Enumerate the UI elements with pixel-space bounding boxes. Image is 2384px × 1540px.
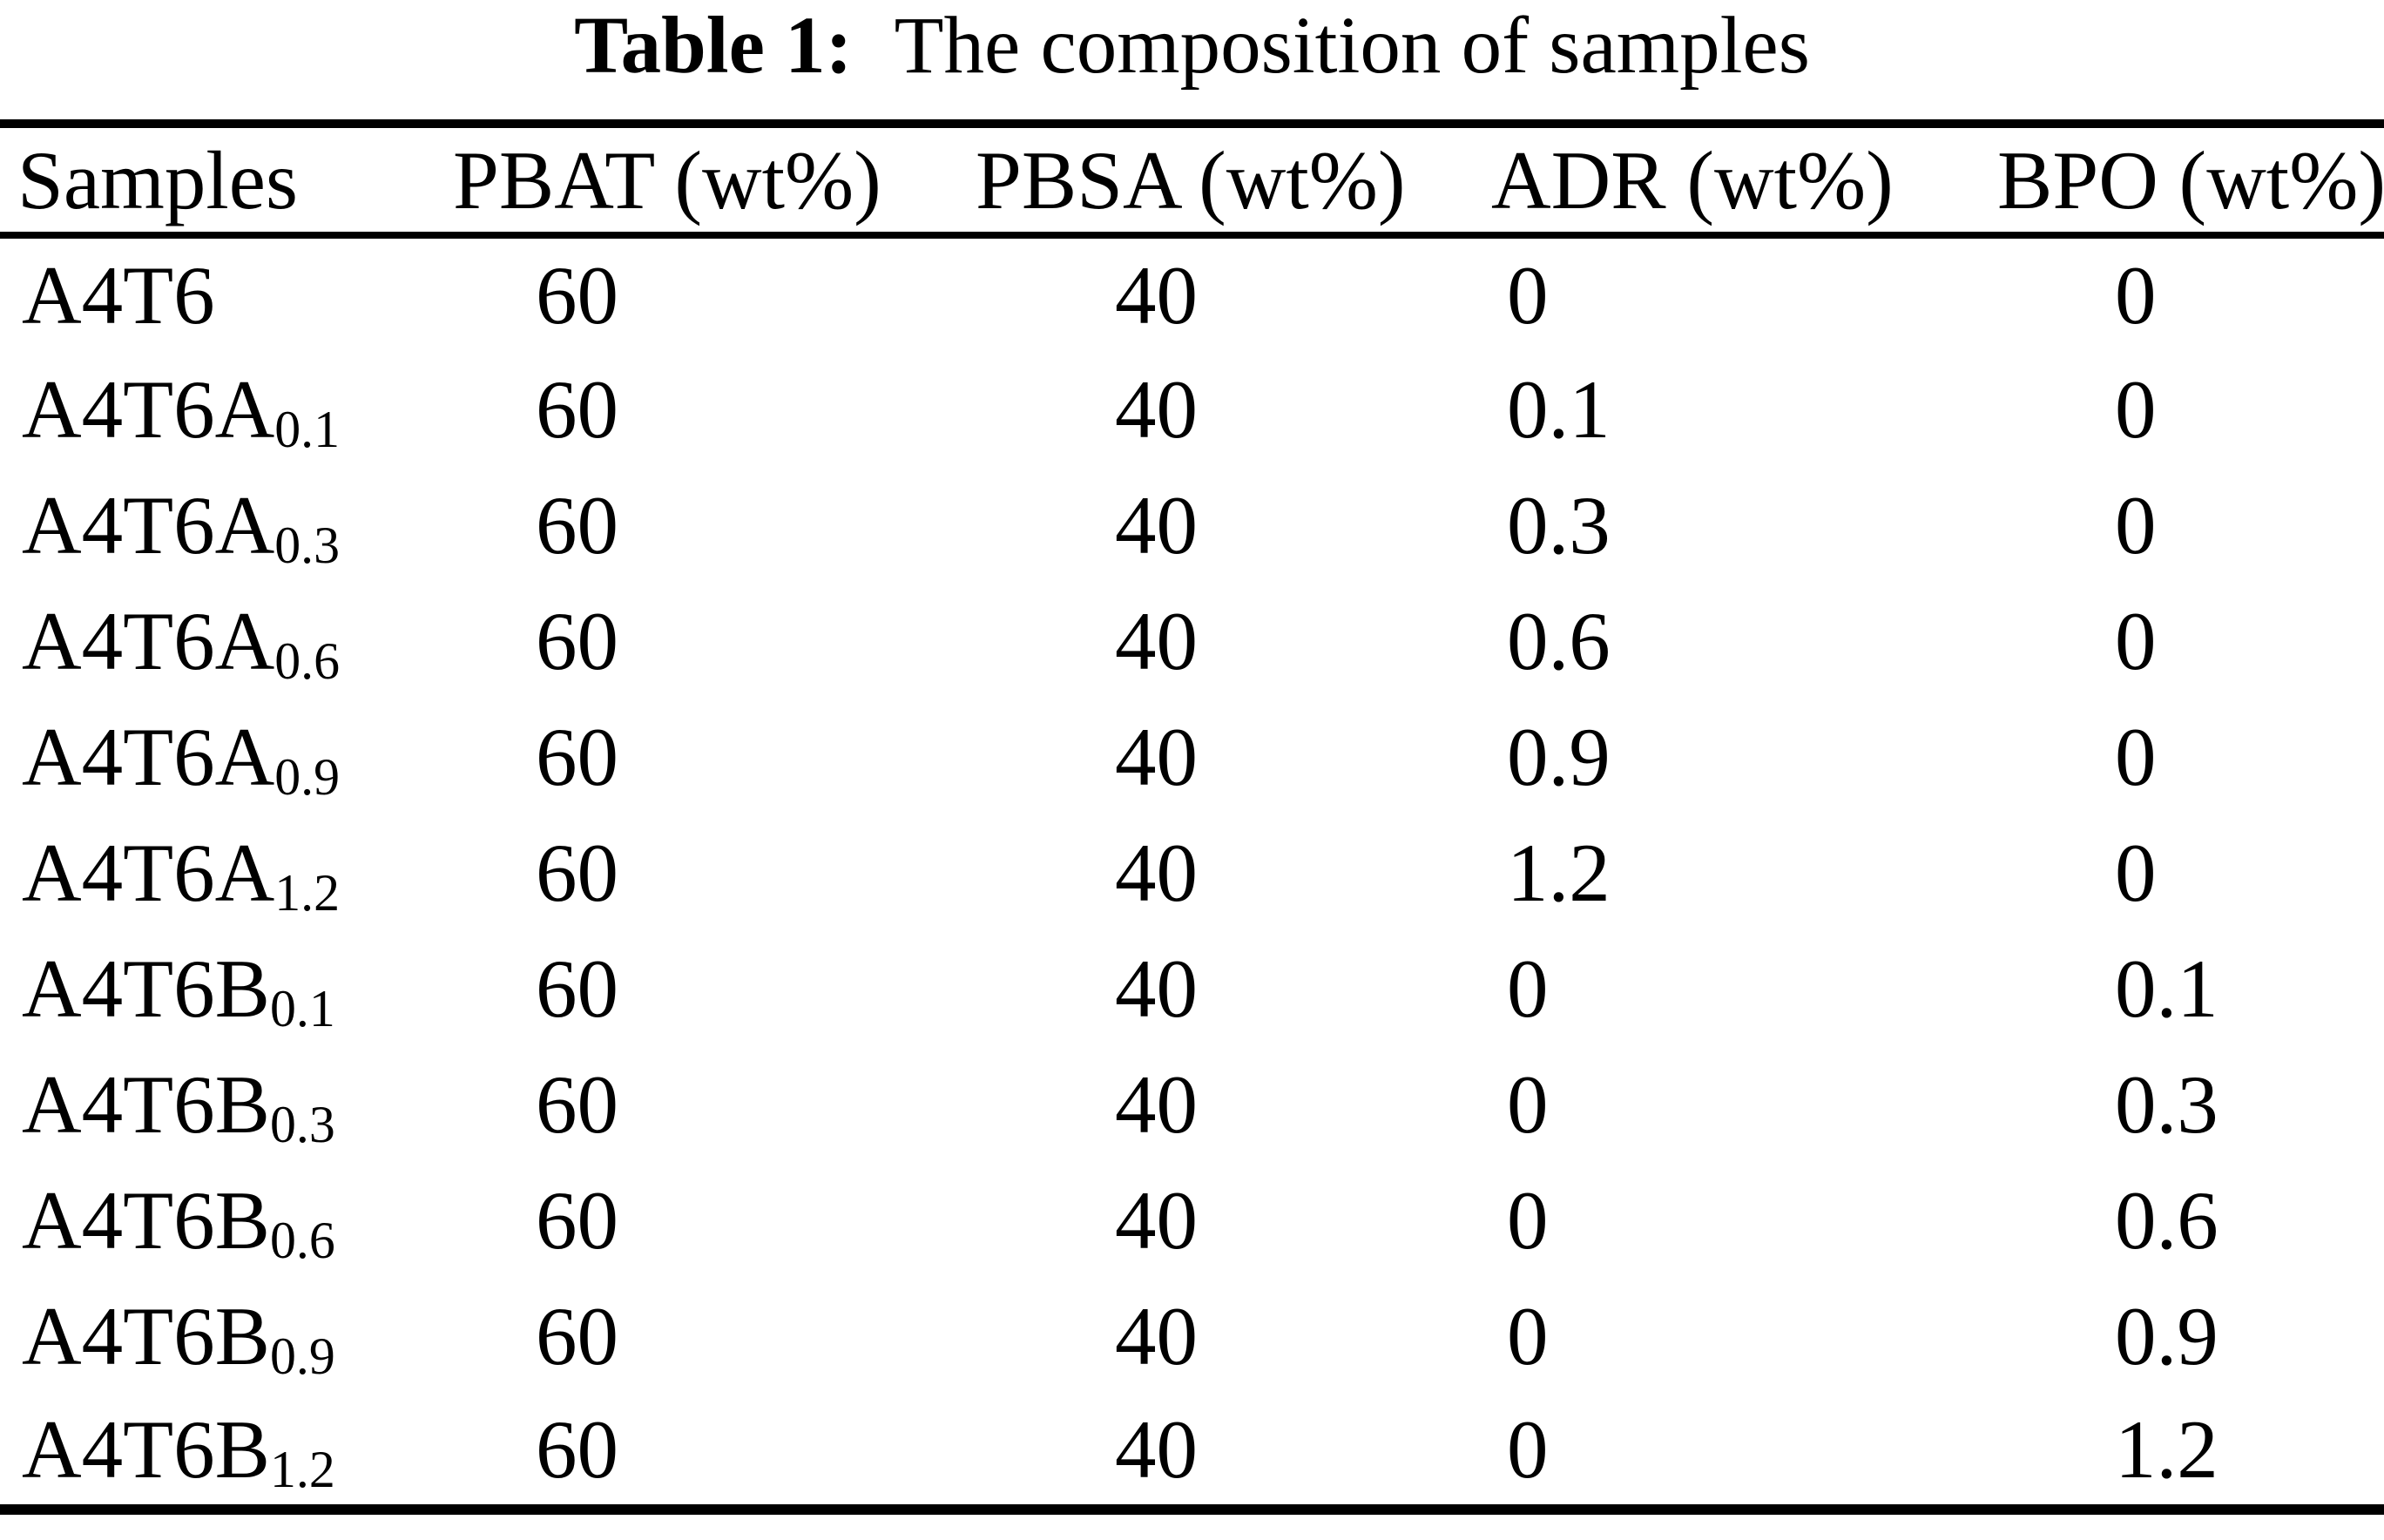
composition-table: Samples PBAT (wt%) PBSA (wt%) ADR (wt%) … xyxy=(0,119,2384,1515)
sample-name: A4T6A0.9 xyxy=(0,699,453,814)
table-row: A4T6A0.6 60 40 0.6 0 xyxy=(0,583,2384,699)
pbat-value: 60 xyxy=(536,1289,618,1382)
pbat-value: 60 xyxy=(536,710,618,803)
header-row: Samples PBAT (wt%) PBSA (wt%) ADR (wt%) … xyxy=(0,124,2384,235)
sample-name-subscript: 1.2 xyxy=(274,864,341,922)
pbsa-value: 40 xyxy=(1115,826,1198,919)
table-caption-label: Table 1: xyxy=(574,1,853,91)
bpo-value: 0.3 xyxy=(2115,1057,2219,1151)
sample-name-base: A4T6A xyxy=(22,478,275,571)
pbsa-value: 40 xyxy=(1115,1289,1198,1382)
sample-name: A4T6A0.1 xyxy=(0,351,453,467)
pbat-value: 60 xyxy=(536,1173,618,1266)
sample-name-subscript: 0.9 xyxy=(274,748,341,807)
sample-name-base: A4T6A xyxy=(22,594,275,687)
bpo-value: 0.9 xyxy=(2115,1289,2219,1382)
bpo-value: 0 xyxy=(2115,826,2157,919)
pbsa-value: 40 xyxy=(1115,478,1198,571)
table-row: A4T6B0.3 60 40 0 0.3 xyxy=(0,1046,2384,1162)
table-row: A4T6B0.9 60 40 0 0.9 xyxy=(0,1278,2384,1394)
bpo-value: 0 xyxy=(2115,478,2157,571)
adr-value: 0.3 xyxy=(1507,478,1611,571)
col-header-adr: ADR (wt%) xyxy=(1491,133,1894,226)
bpo-value: 1.2 xyxy=(2115,1402,2219,1496)
pbat-value: 60 xyxy=(536,1057,618,1151)
pbsa-value: 40 xyxy=(1115,1402,1198,1496)
pbsa-value: 40 xyxy=(1115,1057,1198,1151)
table-row: A4T6A0.1 60 40 0.1 0 xyxy=(0,351,2384,467)
sample-name-base: A4T6A xyxy=(22,710,275,803)
sample-name-base: A4T6B xyxy=(22,1173,270,1266)
col-header-samples: Samples xyxy=(17,133,298,226)
pbsa-value: 40 xyxy=(1115,594,1198,687)
adr-value: 0 xyxy=(1507,1402,1549,1496)
sample-name-base: A4T6A xyxy=(22,362,275,456)
sample-name-base: A4T6B xyxy=(22,942,270,1035)
pbsa-value: 40 xyxy=(1115,1173,1198,1266)
adr-value: 0.9 xyxy=(1507,710,1611,803)
table-row: A4T6B0.1 60 40 0 0.1 xyxy=(0,930,2384,1046)
pbat-value: 60 xyxy=(536,942,618,1035)
col-header-pbat: PBAT (wt%) xyxy=(453,133,881,226)
adr-value: 0 xyxy=(1507,248,1549,341)
pbat-value: 60 xyxy=(536,594,618,687)
pbat-value: 60 xyxy=(536,1402,618,1496)
sample-name-subscript: 0.1 xyxy=(270,980,335,1038)
pbsa-value: 40 xyxy=(1115,710,1198,803)
sample-name-base: A4T6B xyxy=(22,1289,270,1382)
bpo-value: 0.6 xyxy=(2115,1173,2219,1266)
table-body: A4T6 60 40 0 0 A4T6A0.1 60 40 0.1 0 A4T6A0.3 60 40 0.… xyxy=(0,235,2384,1510)
pbsa-value: 40 xyxy=(1115,362,1198,456)
pbat-value: 60 xyxy=(536,248,618,341)
table-row: A4T6A0.3 60 40 0.3 0 xyxy=(0,467,2384,583)
sample-name-base: A4T6B xyxy=(22,1402,270,1496)
bpo-value: 0 xyxy=(2115,594,2157,687)
pbsa-value: 40 xyxy=(1115,942,1198,1035)
table-row: A4T6 60 40 0 0 xyxy=(0,235,2384,351)
sample-name-subscript: 0.6 xyxy=(274,632,341,691)
adr-value: 0 xyxy=(1507,942,1549,1035)
pbat-value: 60 xyxy=(536,478,618,571)
sample-name-subscript: 0.3 xyxy=(274,517,341,575)
sample-name: A4T6A1.2 xyxy=(0,814,453,930)
sample-name-base: A4T6 xyxy=(22,248,215,341)
sample-name: A4T6A0.6 xyxy=(0,583,453,699)
sample-name: A4T6B0.6 xyxy=(0,1162,453,1278)
col-header-bpo: BPO (wt%) xyxy=(1997,133,2384,226)
sample-name: A4T6B1.2 xyxy=(0,1394,453,1510)
adr-value: 0.1 xyxy=(1507,362,1611,456)
bpo-value: 0.1 xyxy=(2115,942,2219,1035)
pbat-value: 60 xyxy=(536,826,618,919)
sample-name-base: A4T6A xyxy=(22,826,275,919)
sample-name-subscript: 0.6 xyxy=(270,1212,335,1270)
sample-name: A4T6 xyxy=(0,235,453,351)
bpo-value: 0 xyxy=(2115,362,2157,456)
sample-name: A4T6B0.1 xyxy=(0,930,453,1046)
sample-name-subscript: 0.3 xyxy=(270,1096,335,1154)
sample-name-subscript: 0.1 xyxy=(274,401,341,459)
table-caption-text: The composition of samples xyxy=(894,1,1810,91)
pbsa-value: 40 xyxy=(1115,248,1198,341)
adr-value: 0.6 xyxy=(1507,594,1611,687)
sample-name-subscript: 0.9 xyxy=(270,1327,335,1386)
col-header-pbsa: PBSA (wt%) xyxy=(976,133,1406,226)
bpo-value: 0 xyxy=(2115,710,2157,803)
adr-value: 1.2 xyxy=(1507,826,1611,919)
table-row: A4T6B1.2 60 40 0 1.2 xyxy=(0,1394,2384,1510)
table-row: A4T6A0.9 60 40 0.9 0 xyxy=(0,699,2384,814)
adr-value: 0 xyxy=(1507,1173,1549,1266)
table-row: A4T6A1.2 60 40 1.2 0 xyxy=(0,814,2384,930)
sample-name-base: A4T6B xyxy=(22,1057,270,1151)
sample-name: A4T6A0.3 xyxy=(0,467,453,583)
pbat-value: 60 xyxy=(536,362,618,456)
table-caption: Table 1: The composition of samples xyxy=(0,0,2384,119)
adr-value: 0 xyxy=(1507,1289,1549,1382)
sample-name: A4T6B0.3 xyxy=(0,1046,453,1162)
table-row: A4T6B0.6 60 40 0 0.6 xyxy=(0,1162,2384,1278)
sample-name: A4T6B0.9 xyxy=(0,1278,453,1394)
adr-value: 0 xyxy=(1507,1057,1549,1151)
bpo-value: 0 xyxy=(2115,248,2157,341)
sample-name-subscript: 1.2 xyxy=(270,1441,335,1499)
